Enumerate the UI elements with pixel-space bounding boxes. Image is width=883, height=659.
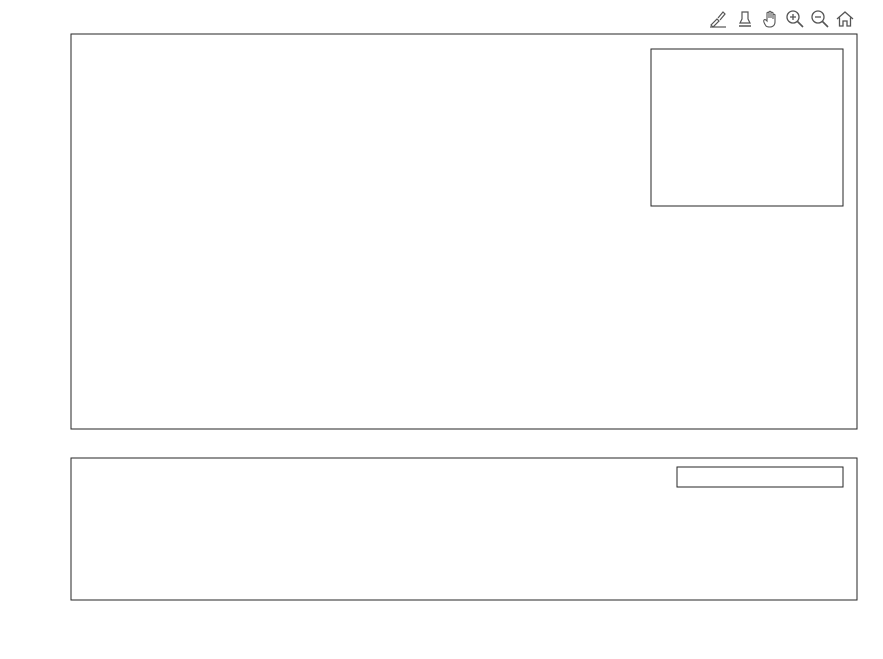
response-axes [70, 33, 858, 430]
zoom-in-icon[interactable] [784, 8, 806, 30]
response-axes-box [70, 33, 858, 430]
error-legend[interactable] [676, 466, 844, 488]
legend-box [650, 48, 844, 207]
error-axes-box [70, 457, 858, 601]
error-axes [70, 457, 858, 601]
home-icon[interactable] [834, 8, 856, 30]
zoom-out-icon[interactable] [809, 8, 831, 30]
data-tip-icon[interactable] [734, 8, 756, 30]
brush-icon[interactable] [707, 8, 729, 30]
response-legend[interactable] [650, 48, 844, 207]
error-legend-box [676, 466, 844, 488]
pan-hand-icon[interactable] [759, 8, 781, 30]
